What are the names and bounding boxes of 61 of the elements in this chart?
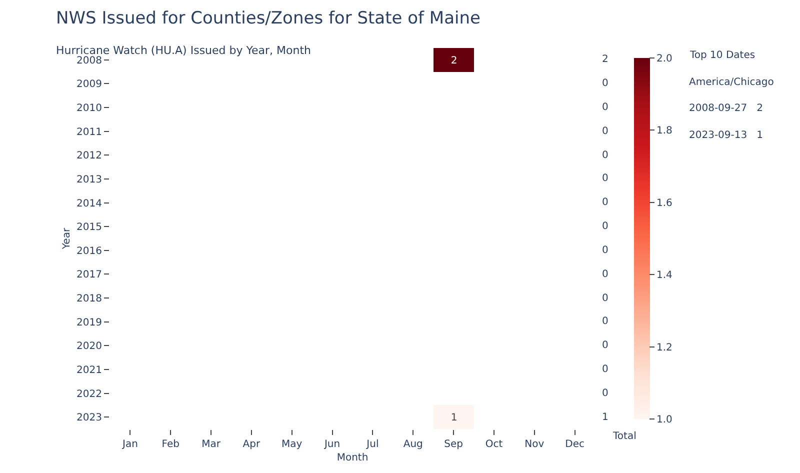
text: 2008-09-27 2: [689, 103, 764, 114]
color-bar-label: 1.8: [656, 126, 672, 137]
y2-tick-label: 0: [602, 388, 608, 399]
y2-tick-label: 0: [602, 173, 608, 184]
text: America/Chicago: [689, 77, 774, 88]
y2-tick-label: 0: [602, 316, 608, 327]
y-tick-label: 2011: [76, 126, 102, 138]
text: 2023-09-13 1: [689, 130, 764, 141]
y-tick-label: 2020: [76, 341, 102, 352]
text: Total: [612, 431, 636, 442]
x-tick-label: Aug: [403, 439, 423, 450]
y2-tick-label: 0: [602, 221, 608, 232]
y-tick-label: 2015: [76, 222, 102, 234]
y-tick-label: 2012: [76, 150, 102, 162]
y-tick-label: 2008: [76, 55, 102, 66]
y-tick-label: 2013: [76, 174, 102, 186]
color-bar-label: 1.0: [656, 414, 672, 426]
color-bar-label: 2.0: [656, 54, 672, 64]
y-tick-label: 2014: [76, 198, 102, 210]
y2-tick-label: 0: [602, 245, 608, 256]
x-tick-label: Jun: [323, 439, 340, 450]
chart-title: NWS Issued for Counties/Zones for State of Maine: [56, 8, 480, 29]
y-tick-label: 2010: [76, 103, 102, 114]
y-tick-label: 2022: [76, 388, 102, 400]
x-tick-label: Jan: [122, 439, 138, 450]
y-tick-label: 2016: [76, 246, 102, 257]
y2-tick-label: 0: [602, 364, 608, 375]
y2-tick-label: 0: [602, 126, 608, 137]
x-tick-label: Oct: [485, 439, 503, 450]
y-tick-label: 2019: [76, 317, 102, 328]
y-axis-title: Year: [62, 227, 73, 250]
y2-tick-label: 0: [602, 197, 608, 208]
y-tick-label: 2009: [76, 79, 102, 90]
x-tick-label: May: [282, 439, 302, 450]
x-tick-label: Sep: [444, 439, 463, 450]
data-label: 1: [450, 412, 458, 424]
x-tick-label: Feb: [162, 439, 180, 450]
y2-tick-label: 0: [602, 102, 608, 113]
color-bar-label: 1.6: [656, 198, 672, 209]
x-tick-label: Jul: [366, 439, 379, 450]
y2-tick-label: 0: [602, 269, 608, 280]
y-tick-label: 2017: [76, 270, 102, 281]
color-bar-label: 1.2: [656, 342, 672, 354]
y2-tick-label: 1: [602, 412, 608, 423]
y-tick-label: 2018: [76, 294, 102, 305]
x-tick-label: Apr: [242, 439, 261, 450]
y-tick-label: 2023: [76, 412, 102, 424]
text: Top 10 Dates: [689, 50, 756, 61]
y2-tick-label: 0: [602, 340, 608, 351]
x-tick-label: Nov: [524, 439, 544, 450]
data-label: 2: [450, 56, 458, 66]
y2-tick-label: 0: [602, 293, 608, 304]
y2-tick-label: 2: [602, 54, 608, 65]
y2-tick-label: 0: [602, 150, 608, 161]
chart-subtitle: Hurricane Watch (HU.A) Issued by Year, Month: [56, 44, 312, 58]
y2-tick-label: 0: [602, 78, 608, 89]
x-axis-title: Month: [336, 452, 368, 464]
x-tick-label: Mar: [202, 439, 222, 450]
color-bar-label: 1.4: [656, 270, 672, 282]
y-tick-label: 2021: [76, 364, 102, 376]
x-tick-label: Dec: [565, 439, 584, 450]
